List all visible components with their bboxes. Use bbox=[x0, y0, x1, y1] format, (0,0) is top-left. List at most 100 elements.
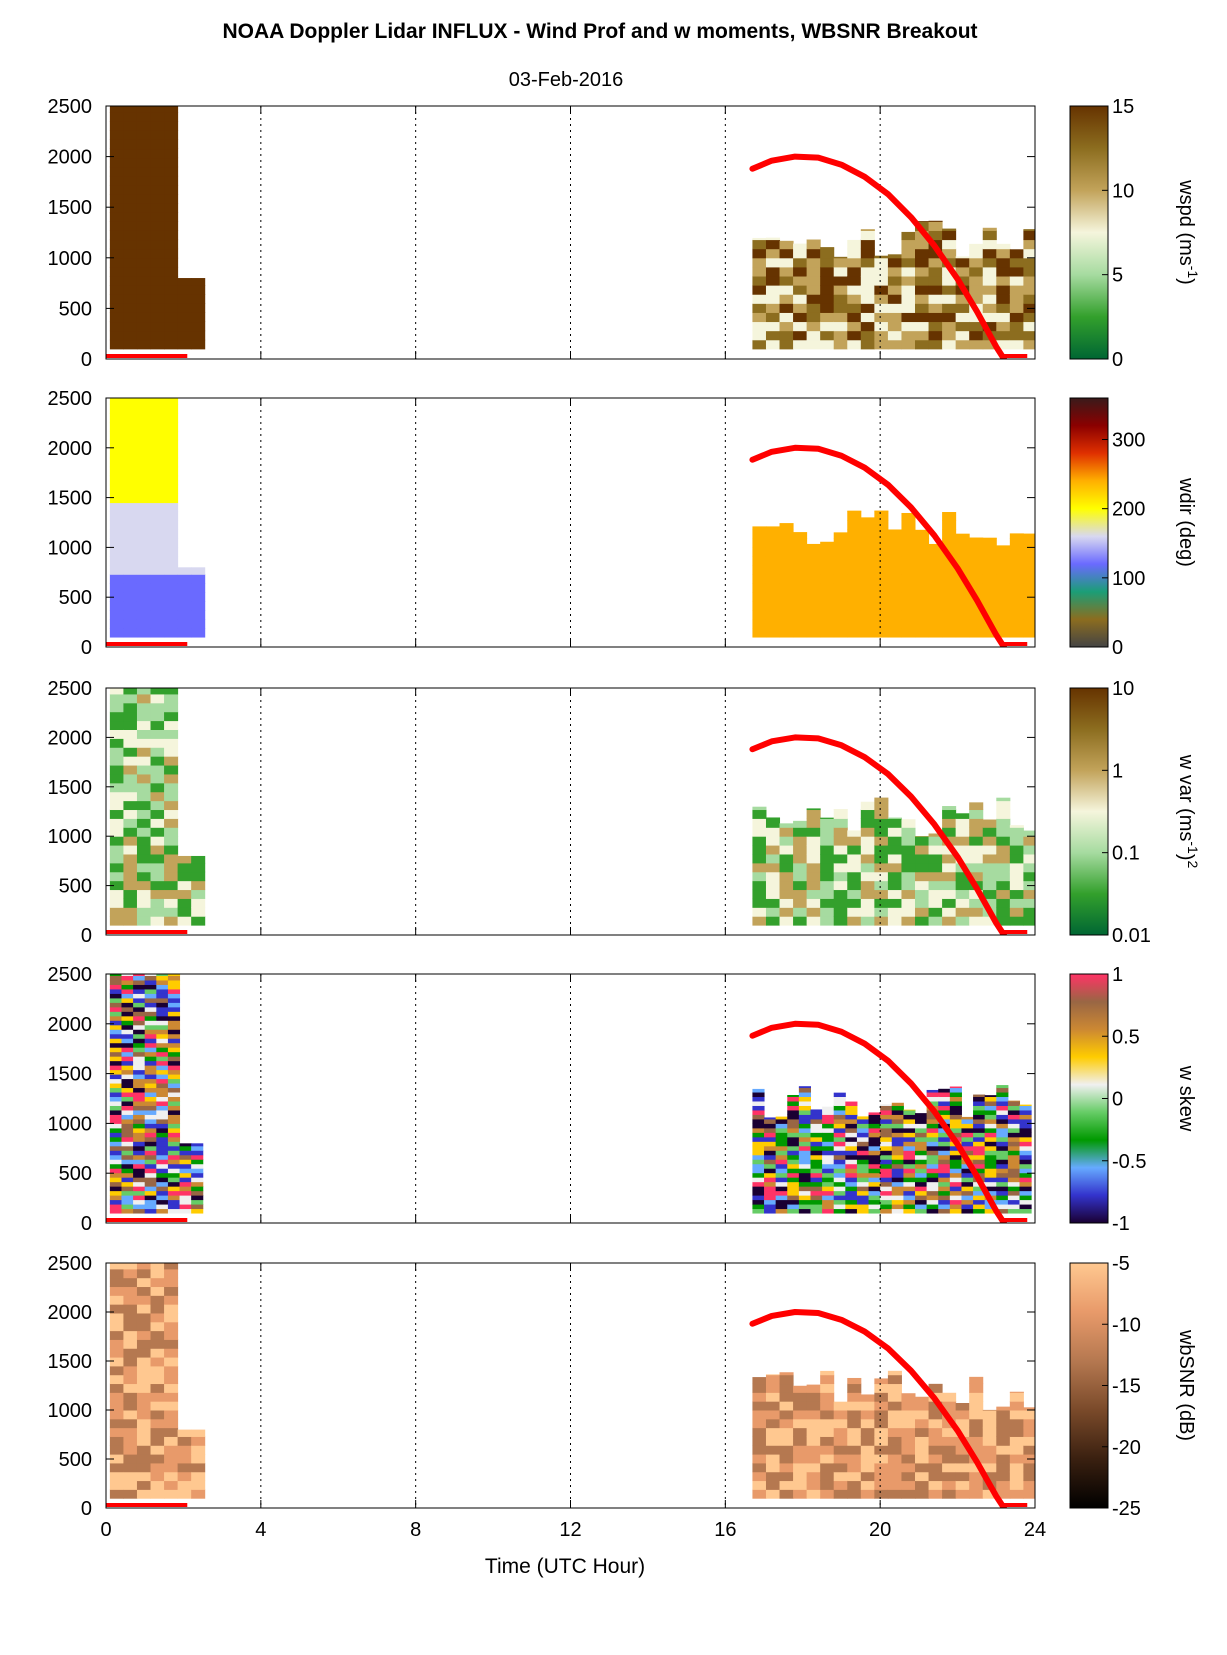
heat-cell bbox=[123, 1365, 138, 1376]
heat-cell bbox=[164, 782, 179, 793]
heat-cell bbox=[1023, 1445, 1035, 1455]
heat-cell bbox=[136, 412, 152, 423]
heat-cell bbox=[833, 619, 848, 629]
heat-cell bbox=[938, 1141, 951, 1147]
heat-cell bbox=[765, 862, 781, 873]
heat-cell bbox=[150, 756, 165, 766]
heat-cell bbox=[109, 1286, 124, 1296]
heat-cell bbox=[765, 592, 781, 602]
heat-cell bbox=[874, 1489, 889, 1499]
heat-cell bbox=[820, 1383, 835, 1393]
heat-cell bbox=[191, 592, 206, 602]
heat-cell bbox=[847, 257, 862, 268]
heat-cell bbox=[109, 1011, 122, 1017]
heat-cell bbox=[109, 988, 122, 994]
heat-cell bbox=[123, 484, 138, 495]
heat-cell bbox=[820, 1418, 835, 1429]
heat-cell bbox=[806, 916, 821, 926]
heat-cell bbox=[982, 239, 997, 250]
heat-cell bbox=[887, 853, 902, 864]
heat-cell bbox=[820, 1370, 835, 1376]
heat-cell bbox=[874, 547, 889, 557]
heat-cell bbox=[949, 1114, 962, 1120]
heat-cell bbox=[847, 601, 862, 611]
heat-cell bbox=[133, 1002, 146, 1008]
heat-cell bbox=[996, 818, 1011, 828]
heat-cell bbox=[109, 1087, 122, 1093]
heat-cell bbox=[123, 1410, 138, 1420]
heat-cell bbox=[136, 529, 152, 539]
heat-cell bbox=[793, 257, 808, 268]
heat-cell bbox=[847, 871, 862, 882]
heat-cell bbox=[123, 747, 138, 757]
heat-cell bbox=[793, 1418, 808, 1429]
heat-cell bbox=[891, 1132, 904, 1138]
heat-cell bbox=[167, 1056, 181, 1062]
heat-cell bbox=[177, 592, 192, 602]
heat-cell bbox=[136, 448, 152, 459]
heat-cell bbox=[868, 1132, 881, 1138]
heat-cell bbox=[874, 845, 889, 855]
heat-cell bbox=[133, 1177, 146, 1183]
heat-cell bbox=[868, 1177, 881, 1183]
heat-cell bbox=[164, 1401, 179, 1411]
heat-cell bbox=[179, 1195, 192, 1201]
heat-cell bbox=[901, 836, 916, 846]
heat-cell bbox=[121, 1015, 134, 1021]
heat-cell bbox=[156, 1047, 169, 1053]
heat-cell bbox=[123, 1401, 138, 1411]
heat-cell bbox=[874, 266, 889, 277]
heat-cell bbox=[179, 1208, 192, 1214]
heat-cell bbox=[156, 1181, 169, 1187]
heat-cell bbox=[982, 303, 997, 313]
heat-cell bbox=[150, 565, 165, 575]
colorbar-tick-label: 200 bbox=[1112, 499, 1145, 521]
heat-cell bbox=[164, 339, 179, 350]
heat-cell bbox=[961, 1168, 974, 1174]
heat-cell bbox=[833, 1195, 846, 1201]
heat-cell bbox=[903, 1109, 916, 1111]
heat-cell bbox=[150, 720, 165, 730]
heat-cell bbox=[833, 853, 848, 864]
heat-cell bbox=[167, 1065, 181, 1071]
heat-cell bbox=[996, 303, 1011, 313]
heat-cell bbox=[765, 610, 781, 620]
heat-cell bbox=[887, 1427, 902, 1437]
heat-cell bbox=[996, 1150, 1009, 1156]
heat-cell bbox=[123, 448, 138, 459]
overlay-curve bbox=[749, 1309, 1008, 1508]
heat-cell bbox=[156, 1069, 169, 1075]
y-tick-label: 1000 bbox=[48, 248, 93, 270]
heat-cell bbox=[806, 547, 821, 557]
heat-cell bbox=[961, 1177, 974, 1183]
heat-cell bbox=[822, 1181, 835, 1187]
heat-cell bbox=[121, 1127, 134, 1133]
heat-cell bbox=[901, 312, 916, 323]
heat-cell bbox=[949, 1150, 962, 1156]
heat-cell bbox=[164, 221, 179, 231]
heat-cell bbox=[752, 1208, 765, 1214]
heat-cell bbox=[874, 916, 889, 926]
heat-cell bbox=[765, 248, 781, 259]
heat-cell bbox=[901, 556, 916, 566]
heat-cell bbox=[806, 1392, 821, 1402]
heat-cell bbox=[167, 974, 181, 976]
heat-cell bbox=[806, 862, 821, 873]
heat-cell bbox=[133, 1154, 146, 1160]
heat-cell bbox=[1023, 1407, 1035, 1411]
heat-cell bbox=[969, 853, 984, 864]
heat-cell bbox=[928, 221, 943, 231]
heat-cell bbox=[133, 1078, 146, 1084]
heat-cell bbox=[787, 1132, 800, 1138]
heat-cell bbox=[109, 1006, 122, 1012]
heat-cell bbox=[833, 592, 848, 602]
heat-cell bbox=[874, 565, 889, 575]
heat-cell bbox=[123, 880, 138, 891]
heat-cell bbox=[793, 845, 808, 855]
heat-cell bbox=[1007, 1186, 1021, 1192]
heat-cell bbox=[928, 321, 943, 332]
heat-cell bbox=[752, 1427, 767, 1437]
heat-cell bbox=[833, 321, 848, 332]
heat-cell bbox=[806, 276, 821, 286]
